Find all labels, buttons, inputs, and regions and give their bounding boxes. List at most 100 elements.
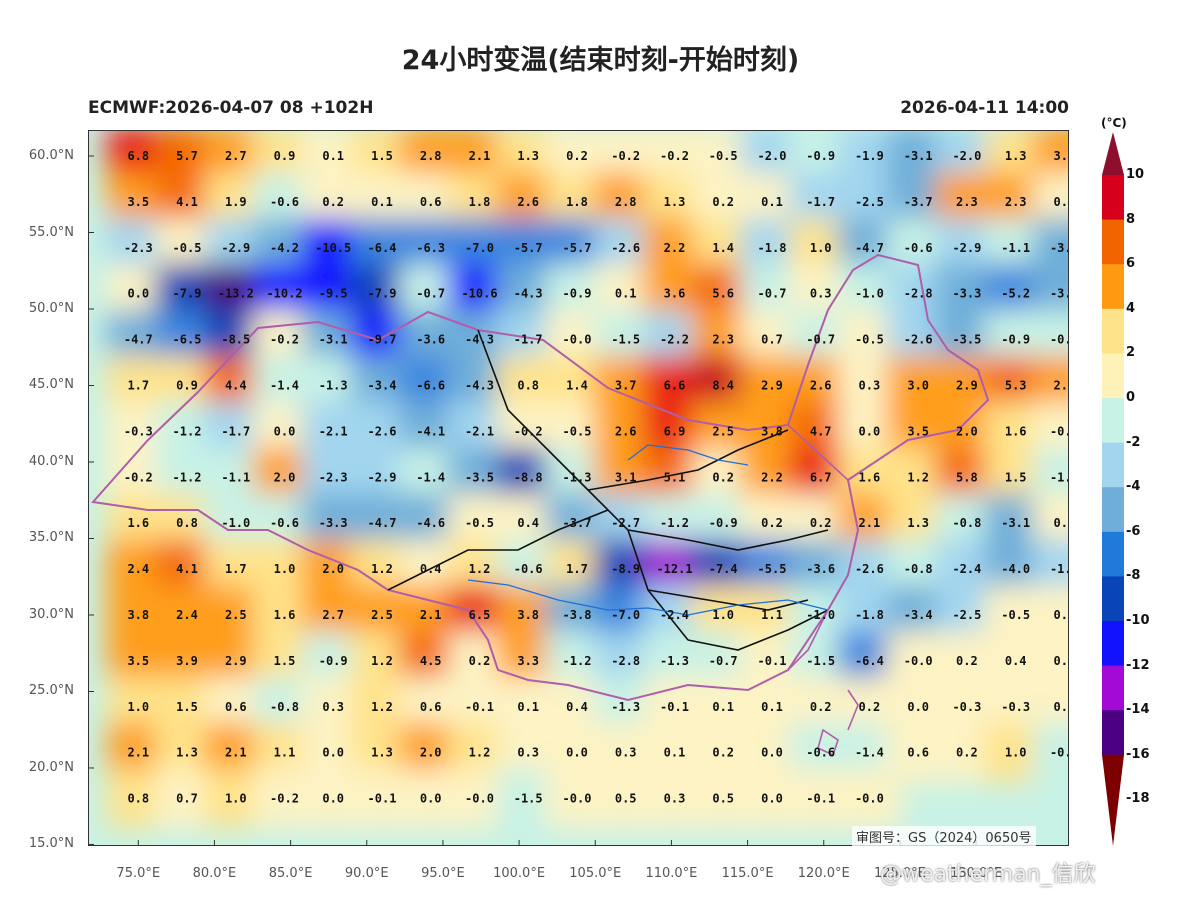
- grid-value: -0.5: [173, 241, 202, 255]
- grid-value: 0.0: [322, 746, 344, 760]
- grid-value: -0.6: [806, 746, 835, 760]
- grid-value: 1.1: [761, 608, 783, 622]
- boundaries: [91, 253, 990, 757]
- grid-value: -1.3: [660, 654, 689, 668]
- grid-value: 1.3: [371, 746, 393, 760]
- grid-value: 0.1: [1054, 195, 1069, 209]
- grid-value: -1.3: [611, 700, 640, 714]
- lat-label: 20.0°N: [28, 759, 74, 775]
- grid-value: -3.5: [465, 470, 494, 484]
- grid-value: 1.0: [1005, 746, 1027, 760]
- grid-value: 0.2: [712, 470, 734, 484]
- grid-value: 8.4: [712, 379, 734, 393]
- grid-value: -0.2: [660, 149, 689, 163]
- grid-value: 0.1: [712, 700, 734, 714]
- grid-value: -0.0: [563, 792, 592, 806]
- grid-value: -0.5: [563, 424, 592, 438]
- grid-value: 1.0: [225, 792, 247, 806]
- grid-value: 0.1: [664, 746, 686, 760]
- grid-value: 2.1: [127, 746, 149, 760]
- grid-value: 3.7: [615, 379, 637, 393]
- grid-value: -0.6: [270, 195, 299, 209]
- grid-value: 1.7: [566, 562, 588, 576]
- grid-value: -5.2: [1001, 287, 1030, 301]
- grid-value: 1.2: [469, 562, 491, 576]
- grid-value: 1.0: [712, 608, 734, 622]
- grid-value: 1.7: [127, 379, 149, 393]
- grid-value: 1.6: [274, 608, 296, 622]
- lat-label: 50.0°N: [28, 301, 74, 316]
- colorbar-tick-label: -2: [1126, 434, 1141, 450]
- grid-value: 1.9: [225, 195, 247, 209]
- grid-value: 2.5: [371, 608, 393, 622]
- lon-label: 105.0°E: [569, 866, 622, 881]
- river: [467, 444, 829, 616]
- grid-value: -1.9: [855, 149, 884, 163]
- grid-value: 3.5: [127, 195, 149, 209]
- grid-value: 1.6: [1005, 424, 1027, 438]
- lon-label: 115.0°E: [721, 866, 774, 881]
- grid-value: 2.7: [225, 149, 247, 163]
- colorbar-tick-label: 0: [1126, 390, 1136, 405]
- grid-value: 1.6: [859, 470, 881, 484]
- lon-label: 110.0°E: [645, 866, 698, 881]
- colorbar-tick-label: 10: [1126, 167, 1145, 182]
- grid-value: -0.2: [514, 424, 543, 438]
- grid-value: -2.1: [319, 424, 348, 438]
- grid-value: -4.3: [465, 333, 494, 347]
- grid-value: -2.1: [465, 424, 494, 438]
- grid-value: 2.4: [127, 562, 149, 576]
- grid-value: -2.5: [855, 195, 884, 209]
- grid-value: 5.8: [956, 470, 978, 484]
- field-cell: [1032, 722, 1069, 783]
- grid-value: -1.2: [173, 470, 202, 484]
- colorbar-tick-label: -10: [1126, 613, 1150, 628]
- grid-value: -1.1: [1001, 241, 1030, 255]
- grid-value: 1.4: [712, 241, 734, 255]
- grid-value: 0.0: [907, 700, 929, 714]
- lon-label: 75.0°E: [116, 866, 161, 881]
- grid-value: -0.8: [1050, 746, 1069, 760]
- grid-value: 0.8: [127, 792, 149, 806]
- grid-value: -3.7: [563, 516, 592, 530]
- grid-value: -0.9: [1001, 333, 1030, 347]
- grid-value: 0.0: [322, 792, 344, 806]
- grid-value: -2.5: [952, 608, 981, 622]
- grid-value: 1.1: [274, 746, 296, 760]
- grid-value: 6.5: [469, 608, 491, 622]
- grid-value: 2.1: [469, 149, 491, 163]
- grid-value: -4.1: [416, 424, 445, 438]
- grid-value: -6.3: [416, 241, 445, 255]
- grid-value: -2.0: [758, 149, 787, 163]
- grid-value: 1.0: [810, 241, 832, 255]
- grid-value: 0.7: [176, 792, 198, 806]
- valid-time-label: 2026-04-11 14:00: [900, 98, 1069, 118]
- grid-value: -7.4: [709, 562, 738, 576]
- grid-value: 0.2: [712, 746, 734, 760]
- grid-value: 0.4: [566, 700, 588, 714]
- colorbar-tick-label: 6: [1126, 256, 1136, 272]
- grid-value: 1.3: [907, 516, 929, 530]
- grid-value: -4.3: [514, 287, 543, 301]
- lon-label: 125.0°E: [873, 866, 926, 881]
- grid-value: -0.3: [124, 424, 153, 438]
- grid-value: -1.2: [173, 424, 202, 438]
- grid-value: 0.2: [322, 195, 344, 209]
- grid-value: -4.7: [124, 333, 153, 347]
- grid-value: 0.0: [420, 792, 442, 806]
- grid-value: -3.4: [904, 608, 933, 622]
- grid-value: 1.7: [225, 562, 247, 576]
- grid-value: -0.5: [465, 516, 494, 530]
- grid-value: -1.7: [806, 195, 835, 209]
- grid-value: 0.2: [712, 195, 734, 209]
- grid-value: 3.8: [127, 608, 149, 622]
- grid-value: -7.0: [465, 241, 494, 255]
- grid-value: -0.5: [855, 333, 884, 347]
- grid-value: 2.0: [420, 746, 442, 760]
- grid-value: -2.8: [611, 654, 640, 668]
- grid-value: -13.2: [218, 287, 254, 301]
- grid-value: 0.4: [420, 562, 442, 576]
- grid-value: -1.3: [563, 470, 592, 484]
- grid-value: -0.0: [465, 792, 494, 806]
- grid-value: -3.7: [904, 195, 933, 209]
